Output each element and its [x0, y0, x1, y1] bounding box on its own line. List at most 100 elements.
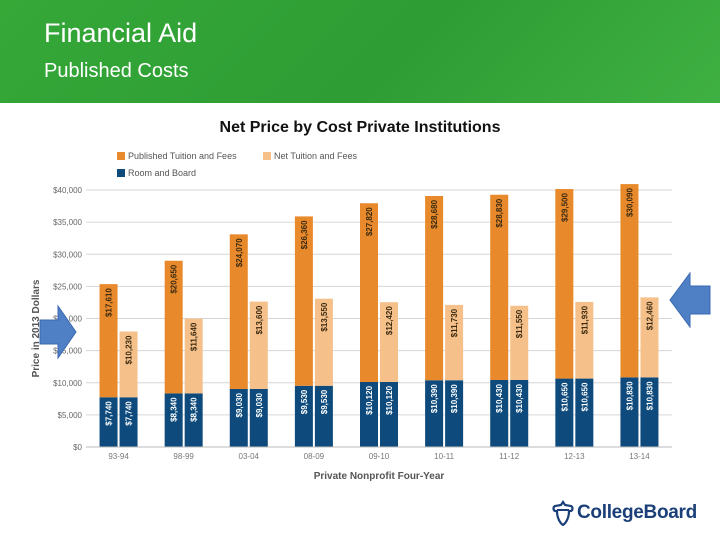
x-tick-label: 13-14	[629, 452, 650, 461]
net-tuition-label: $13,550	[320, 302, 329, 331]
net-room-board-label: $10,430	[515, 383, 524, 412]
published-tuition-bar	[294, 216, 313, 386]
net-room-board-bar	[445, 380, 464, 447]
legend-label: Published Tuition and Fees	[128, 151, 237, 161]
net-tuition-label: $11,930	[580, 305, 589, 334]
net-room-board-label: $8,340	[190, 397, 199, 422]
published-room-board-label: $7,740	[105, 401, 114, 426]
published-tuition-bar	[360, 203, 378, 382]
net-tuition-bar	[380, 302, 398, 382]
net-tuition-bar	[510, 305, 529, 380]
slide-title: Financial Aid	[44, 18, 198, 48]
x-tick-label: 12-13	[564, 452, 585, 461]
published-tuition-label: $27,820	[365, 207, 374, 236]
legend-label: Room and Board	[128, 168, 196, 178]
x-tick-label: 08-09	[304, 452, 325, 461]
x-axis-label: Private Nonprofit Four-Year	[314, 471, 445, 482]
published-tuition-label: $24,070	[235, 238, 244, 267]
published-tuition-bar	[490, 194, 509, 380]
chart-title: Net Price by Cost Private Institutions	[219, 119, 501, 136]
published-room-board-bar	[425, 380, 444, 447]
y-tick-label: $25,000	[53, 282, 82, 291]
y-tick-label: $40,000	[53, 186, 82, 195]
logo-text: CollegeBoard	[577, 502, 697, 523]
published-room-board-bar	[294, 385, 313, 447]
published-tuition-label: $28,680	[430, 199, 439, 228]
published-tuition-bar	[425, 195, 444, 381]
net-room-board-label: $10,650	[580, 382, 589, 411]
published-room-board-label: $10,390	[430, 384, 439, 413]
published-tuition-bar	[229, 234, 248, 389]
x-tick-label: 10-11	[434, 452, 454, 461]
left-arrow-icon	[39, 304, 77, 360]
net-tuition-label: $12,420	[385, 306, 394, 335]
published-tuition-label: $17,610	[105, 288, 114, 317]
net-tuition-label: $13,600	[255, 305, 264, 334]
net-tuition-bar	[249, 301, 268, 389]
y-axis-label: Price in 2013 Dollars	[31, 279, 42, 377]
net-tuition-label: $12,460	[645, 301, 654, 330]
x-tick-label: 98-99	[173, 452, 194, 461]
published-tuition-bar	[555, 189, 574, 379]
published-room-board-label: $9,030	[235, 392, 244, 417]
legend-swatch	[117, 169, 125, 177]
net-tuition-label: $11,640	[190, 322, 199, 351]
published-tuition-bar	[620, 184, 639, 378]
net-room-board-bar	[184, 393, 203, 447]
published-tuition-label: $29,500	[560, 192, 569, 221]
stacked-bar-chart: Published Tuition and Fees Net Tuition an…	[31, 151, 711, 482]
net-room-board-bar	[314, 385, 333, 447]
y-tick-label: $15,000	[53, 347, 82, 356]
published-room-board-bar	[360, 381, 378, 447]
published-tuition-label: $30,090	[625, 188, 634, 217]
net-room-board-label: $10,830	[645, 381, 654, 410]
x-tick-label: 11-12	[499, 452, 519, 461]
y-tick-label: $35,000	[53, 218, 82, 227]
net-room-board-label: $9,030	[255, 392, 264, 417]
y-tick-label: $5,000	[58, 411, 83, 420]
published-tuition-bar	[99, 284, 118, 398]
net-tuition-label: $10,230	[125, 335, 134, 364]
collegeboard-logo: CollegeBoard	[552, 498, 697, 528]
slide-header: Financial Aid Published Costs	[0, 0, 720, 103]
x-tick-label: 09-10	[369, 452, 390, 461]
net-room-board-label: $9,530	[320, 389, 329, 414]
legend-swatch	[117, 152, 125, 160]
legend-swatch	[263, 152, 271, 160]
x-tick-label: 03-04	[239, 452, 260, 461]
published-tuition-bar	[164, 260, 183, 394]
net-room-board-label: $7,740	[125, 401, 134, 426]
x-tick-label: 93-94	[108, 452, 129, 461]
net-room-board-label: $10,120	[385, 385, 394, 414]
net-room-board-bar	[249, 388, 268, 447]
net-room-board-bar	[575, 378, 594, 447]
y-tick-label: $0	[73, 443, 82, 452]
net-tuition-bar	[314, 298, 333, 386]
net-room-board-bar	[380, 381, 398, 447]
published-room-board-label: $10,120	[365, 385, 374, 414]
published-room-board-bar	[620, 377, 639, 447]
published-room-board-label: $10,650	[560, 382, 569, 411]
y-tick-label: $10,000	[53, 379, 82, 388]
published-room-board-bar	[99, 397, 118, 447]
net-tuition-label: $11,730	[450, 308, 459, 337]
net-room-board-bar	[510, 379, 529, 447]
net-tuition-bar	[119, 331, 138, 398]
published-room-board-label: $10,830	[625, 381, 634, 410]
y-tick-label: $20,000	[53, 315, 82, 324]
net-room-board-bar	[119, 397, 138, 447]
published-tuition-label: $26,360	[300, 220, 309, 249]
published-room-board-bar	[164, 393, 183, 447]
net-room-board-label: $10,390	[450, 384, 459, 413]
published-room-board-label: $8,340	[170, 397, 179, 422]
published-room-board-label: $10,430	[495, 383, 504, 412]
net-tuition-bar	[640, 297, 659, 378]
published-room-board-bar	[229, 388, 248, 447]
net-tuition-bar	[184, 318, 203, 394]
net-room-board-bar	[640, 377, 659, 447]
legend-label: Net Tuition and Fees	[274, 151, 358, 161]
published-tuition-label: $20,650	[170, 264, 179, 293]
slide-subtitle: Published Costs	[44, 60, 189, 82]
acorn-icon	[552, 500, 574, 526]
published-room-board-label: $9,530	[300, 389, 309, 414]
